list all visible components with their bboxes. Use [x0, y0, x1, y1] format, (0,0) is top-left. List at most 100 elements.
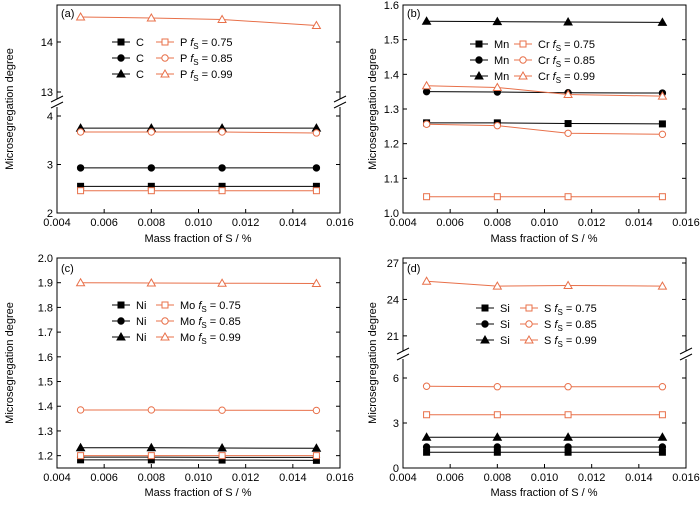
data-point — [658, 130, 667, 139]
legend-marker — [525, 320, 533, 328]
data-point — [657, 432, 668, 441]
legend-marker — [481, 320, 489, 328]
data-point — [218, 452, 226, 460]
legend-label: Ni — [136, 300, 146, 312]
panel-a: (a) Mass fraction of S / % Microsegregat… — [4, 4, 354, 245]
y-tick-label: 6 — [393, 373, 399, 385]
data-point — [218, 406, 226, 414]
legend-label: C — [136, 53, 144, 65]
legend-marker — [525, 304, 533, 312]
y-axis-label: Microsegregation degree — [367, 302, 379, 424]
x-tick-label: 0.014 — [625, 472, 653, 484]
y-tick-label: 13 — [41, 87, 53, 99]
data-point — [563, 89, 573, 98]
x-tick-label: 0.008 — [484, 217, 512, 229]
x-tick-label: 0.010 — [185, 472, 213, 484]
data-point — [563, 16, 573, 26]
axis-break-gap — [397, 351, 409, 359]
data-point — [564, 129, 572, 137]
y-tick-label: 1.3 — [38, 426, 53, 438]
legend-label: S fS = 0.99 — [544, 335, 597, 349]
series-line — [426, 20, 663, 23]
data-point — [658, 383, 667, 391]
axis-break-gap — [680, 351, 692, 359]
data-point — [77, 452, 85, 460]
y-tick-label: 0 — [393, 463, 399, 475]
data-point — [311, 278, 322, 287]
legend-marker — [524, 334, 534, 344]
x-tick-label: 0.016 — [326, 472, 354, 484]
data-point — [658, 443, 667, 451]
data-point — [493, 411, 501, 419]
axis-break-mark — [679, 347, 693, 355]
legend-marker — [117, 54, 125, 62]
legend-marker — [160, 331, 170, 341]
data-point — [218, 187, 226, 195]
x-tick-label: 0.010 — [531, 217, 559, 229]
legend-marker — [519, 56, 527, 64]
x-axis-label: Mass fraction of S / % — [145, 487, 252, 499]
data-point — [217, 442, 227, 452]
x-tick-label: 0.004 — [389, 472, 417, 484]
legend-label: Mo fS = 0.75 — [180, 300, 241, 314]
panel-b: (b) Mass fraction of S / % Microsegregat… — [367, 0, 700, 245]
legend-label: Mo fS = 0.99 — [180, 332, 241, 346]
y-axis-label: Microsegregation degree — [4, 302, 16, 424]
x-tick-label: 0.010 — [185, 217, 213, 229]
legend-marker — [160, 68, 170, 78]
legend-marker — [116, 68, 126, 78]
legend-label: Ni — [136, 316, 146, 328]
data-point — [564, 411, 572, 419]
legend-label: Mn — [494, 55, 509, 67]
y-tick-label: 1.8 — [38, 302, 53, 314]
data-point — [423, 193, 431, 201]
legend-marker — [117, 317, 125, 325]
data-point — [658, 193, 666, 201]
data-point — [311, 20, 322, 29]
series-line — [80, 282, 317, 284]
data-point — [218, 128, 226, 136]
data-point — [658, 120, 666, 128]
plot-frame — [402, 4, 687, 214]
y-axis-label: Microsegregation degree — [4, 48, 16, 170]
data-point — [146, 12, 157, 22]
legend-label: Mo fS = 0.85 — [180, 316, 241, 330]
legend-marker — [161, 317, 169, 325]
x-tick-label: 0.012 — [232, 472, 260, 484]
x-axis-label: Mass fraction of S / % — [491, 487, 598, 499]
legend-marker — [116, 331, 126, 341]
x-tick-label: 0.006 — [90, 472, 118, 484]
axis-break-gap — [51, 99, 63, 107]
legend-marker — [518, 70, 528, 80]
x-tick-label: 0.008 — [484, 472, 512, 484]
x-tick-label: 0.014 — [279, 472, 307, 484]
plot-frame — [402, 257, 687, 469]
legend-label: Cr fS = 0.75 — [538, 39, 595, 53]
data-point — [217, 278, 227, 287]
data-point — [312, 187, 320, 195]
legend-label: Ni — [136, 332, 146, 344]
legend-label: S fS = 0.75 — [544, 303, 597, 317]
legend-marker — [480, 334, 490, 344]
x-tick-label: 0.006 — [436, 472, 464, 484]
data-point — [563, 432, 573, 441]
y-tick-label: 4 — [47, 111, 53, 123]
data-point — [217, 14, 227, 23]
y-tick-label: 24 — [387, 294, 399, 306]
data-point — [76, 406, 85, 414]
data-point — [658, 411, 666, 419]
y-tick-label: 3 — [47, 160, 53, 172]
axis-break-mark — [333, 95, 347, 103]
data-point — [492, 432, 503, 441]
y-tick-label: 1.9 — [38, 278, 53, 290]
x-tick-label: 0.004 — [43, 217, 71, 229]
legend-marker — [117, 38, 125, 46]
legend-marker — [161, 38, 169, 46]
y-tick-label: 14 — [41, 37, 53, 49]
y-tick-label: 1.5 — [38, 377, 53, 389]
legend-label: S fS = 0.85 — [544, 319, 597, 333]
legend-marker — [481, 304, 489, 312]
data-point — [77, 187, 85, 195]
data-point — [493, 193, 501, 201]
